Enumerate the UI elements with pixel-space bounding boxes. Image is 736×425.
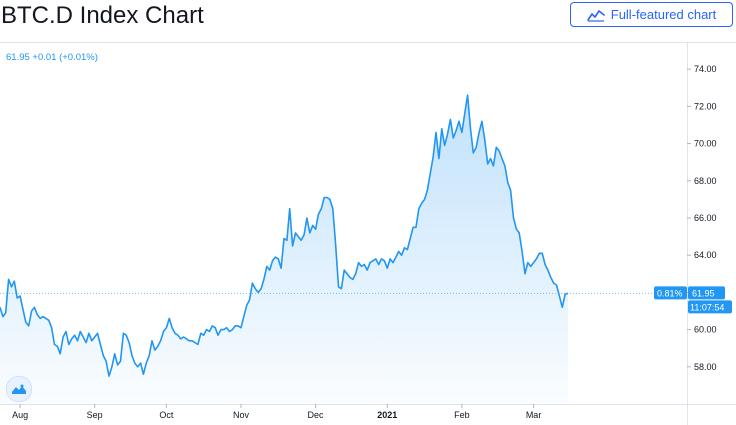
- countdown-tag-bg: [688, 300, 732, 314]
- value-tag-bg: [688, 286, 725, 300]
- time-tick-label: Nov: [233, 410, 250, 420]
- series-area: [0, 95, 568, 404]
- price-tick-label: 66.00: [694, 213, 717, 223]
- time-tick-label: Feb: [454, 410, 470, 420]
- series-line: [0, 94, 569, 377]
- full-featured-chart-button[interactable]: Full-featured chart: [570, 2, 733, 27]
- price-tick-label: 64.00: [694, 250, 717, 260]
- chart-line-icon: [586, 8, 605, 22]
- tradingview-logo-icon[interactable]: [6, 376, 32, 402]
- ohlc-legend: 61.95 +0.01 (+0.01%): [6, 52, 98, 63]
- price-tick-label: 74.00: [694, 64, 717, 74]
- price-axis: 58.0060.0062.0064.0066.0068.0070.0072.00…: [687, 64, 717, 372]
- price-tick-label: 70.00: [694, 139, 717, 149]
- countdown-tag: 11:07:54: [688, 300, 732, 314]
- price-tick-label: 58.00: [694, 362, 717, 372]
- value-tag-text: 61.95: [692, 288, 715, 298]
- countdown-tag-text: 11:07:54: [690, 302, 724, 312]
- time-tick-label: Sep: [87, 410, 103, 420]
- full-featured-chart-label: Full-featured chart: [610, 7, 717, 22]
- price-tick-label: 60.00: [694, 325, 717, 335]
- time-axis: Aug Sep Oct Nov Dec 2021 Feb Mar: [12, 404, 541, 420]
- current-price-tag: 0.81% 61.95: [654, 286, 725, 300]
- time-tick-label: Mar: [526, 410, 542, 420]
- change-tag-text: 0.81%: [657, 288, 683, 298]
- price-tick-label: 68.00: [694, 176, 717, 186]
- time-tick-label: Aug: [12, 410, 28, 420]
- time-tick-label: 2021: [377, 410, 397, 420]
- page-title: BTC.D Index Chart: [1, 2, 204, 29]
- price-tick-label: 72.00: [694, 101, 717, 111]
- time-tick-label: Oct: [159, 410, 174, 420]
- time-tick-label: Dec: [308, 410, 325, 420]
- change-tag-bg: [654, 286, 687, 300]
